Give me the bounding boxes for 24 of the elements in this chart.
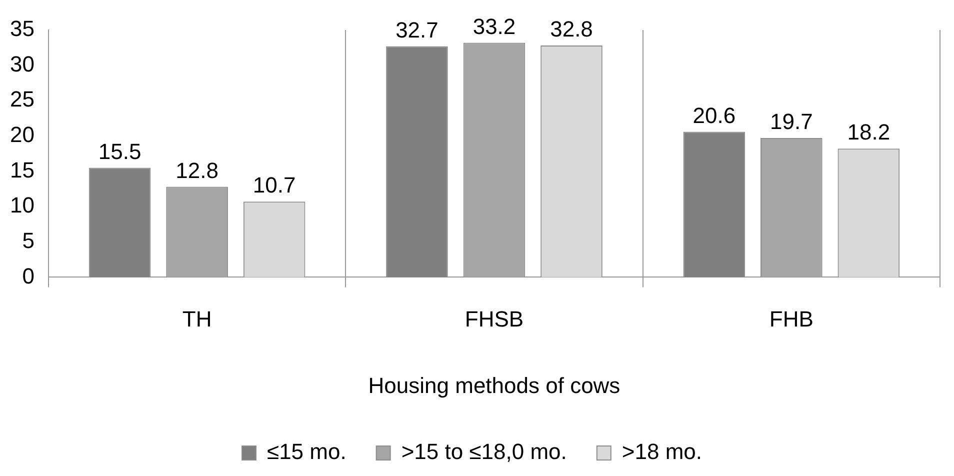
- y-tick-label: 10: [10, 192, 34, 218]
- data-label: 18.2: [847, 120, 890, 145]
- data-label: 32.8: [550, 16, 593, 42]
- data-label: 12.8: [176, 158, 218, 183]
- data-label: 33.2: [472, 14, 516, 39]
- x-axis-title: Housing methods of cows: [368, 372, 620, 398]
- data-label: 32.7: [396, 17, 438, 42]
- legend-label: ≤15 mo.: [267, 439, 346, 464]
- x-tick-label: FHSB: [464, 306, 524, 332]
- y-tick-label: 20: [10, 122, 34, 148]
- legend-label: >15 to ≤18,0 mo.: [401, 439, 567, 464]
- data-label: 20.6: [692, 102, 736, 128]
- y-tick-label: 25: [10, 86, 34, 112]
- y-tick-label: 15: [10, 157, 34, 182]
- x-tick-label: TH: [182, 306, 212, 332]
- data-label: 19.7: [770, 109, 813, 134]
- data-label: 10.7: [252, 172, 296, 198]
- y-tick-label: 5: [22, 228, 34, 253]
- data-label: 15.5: [98, 138, 142, 164]
- y-tick-label: 0: [22, 263, 34, 288]
- x-tick-label: FHB: [769, 306, 814, 332]
- y-tick-label: 30: [10, 51, 34, 76]
- legend-label: >18 mo.: [622, 439, 702, 464]
- y-tick-label: 35: [10, 16, 34, 42]
